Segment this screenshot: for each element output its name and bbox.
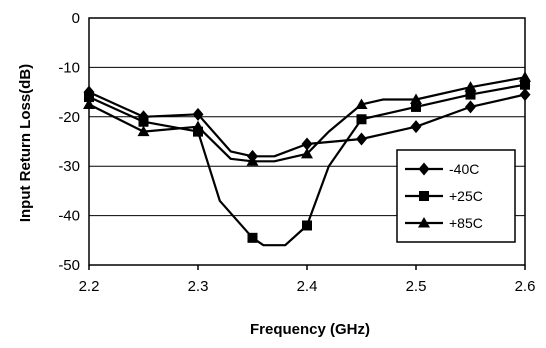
data-point-s1-0 bbox=[84, 92, 94, 103]
x-tick-label-0: 2.2 bbox=[79, 278, 100, 295]
data-point-s2-5 bbox=[355, 98, 368, 109]
y-tick-label-4: -40 bbox=[58, 208, 80, 225]
y-axis-title: Input Return Loss(dB) bbox=[17, 64, 34, 222]
data-point-s1-2 bbox=[193, 126, 203, 137]
data-point-s1-4 bbox=[302, 220, 312, 231]
y-tick-label-0: 0 bbox=[72, 10, 80, 27]
data-point-s0-5 bbox=[356, 132, 367, 146]
data-point-s2-6 bbox=[410, 93, 422, 105]
y-tick-label-2: -20 bbox=[58, 109, 80, 126]
data-point-s0-7 bbox=[465, 100, 476, 114]
data-point-s2-0 bbox=[83, 98, 95, 109]
data-point-s2-1 bbox=[137, 125, 150, 137]
legend-marker-0 bbox=[418, 162, 430, 176]
data-point-s0-6 bbox=[410, 120, 422, 134]
data-point-s0-2 bbox=[192, 107, 204, 121]
data-point-s0-8 bbox=[519, 88, 531, 102]
legend: -40C +25C +85C bbox=[396, 149, 516, 243]
data-point-s1-8 bbox=[520, 79, 530, 90]
x-tick-label-2: 2.4 bbox=[297, 278, 318, 295]
legend-label-0: -40C bbox=[449, 161, 479, 177]
data-point-s2-2 bbox=[192, 120, 204, 132]
data-point-s2-4 bbox=[301, 147, 313, 159]
legend-label-1: +25C bbox=[449, 188, 483, 204]
legend-label-2: +85C bbox=[449, 215, 483, 231]
x-tick-label-3: 2.5 bbox=[406, 278, 427, 295]
series-line-0 bbox=[88, 91, 526, 158]
x-tick-label-1: 2.3 bbox=[188, 278, 209, 295]
data-point-s2-7 bbox=[464, 81, 477, 92]
y-tick-label-3: -30 bbox=[58, 158, 80, 175]
legend-marker-2 bbox=[418, 217, 430, 228]
x-tick-label-4: 2.6 bbox=[515, 278, 536, 295]
series-layer bbox=[83, 71, 531, 247]
legend-marker-1 bbox=[419, 191, 429, 201]
data-point-s1-6 bbox=[411, 101, 421, 112]
data-point-s1-5 bbox=[356, 114, 367, 125]
data-point-s1-3 bbox=[247, 232, 258, 243]
data-point-s1-1 bbox=[138, 116, 149, 127]
data-point-s2-8 bbox=[519, 71, 531, 82]
y-tick-label-1: -10 bbox=[58, 59, 80, 76]
y-tick-label-5: -50 bbox=[58, 257, 80, 274]
data-point-s1-7 bbox=[465, 89, 476, 100]
x-axis-title: Frequency (GHz) bbox=[250, 321, 370, 338]
data-point-s0-4 bbox=[301, 137, 313, 151]
data-point-s2-3 bbox=[246, 155, 259, 166]
axis-layer: 0 -10 -20 -30 -40 -50 2.2 2.3 2.4 2.5 2.6 bbox=[58, 10, 535, 295]
